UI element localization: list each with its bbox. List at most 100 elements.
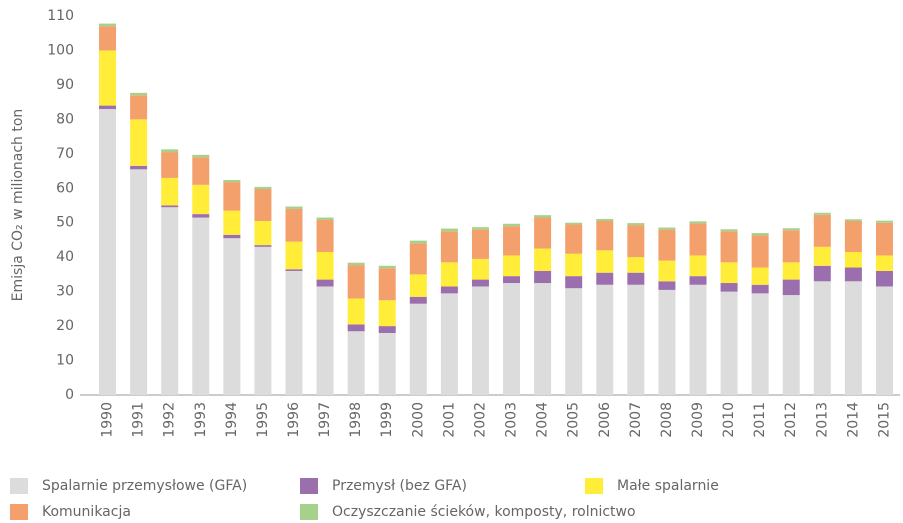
bar-segment	[99, 105, 117, 110]
x-tick-label: 2006	[597, 402, 613, 438]
bar-segment	[471, 227, 489, 230]
bar-segment	[534, 248, 552, 271]
bar-segment	[875, 255, 893, 271]
bar-segment	[565, 224, 583, 254]
bar-segment	[378, 300, 396, 327]
bar-segment	[689, 284, 707, 395]
y-tick-label: 70	[56, 146, 74, 162]
bar-segment	[689, 276, 707, 285]
bar-segment	[347, 331, 365, 395]
bar-segment	[627, 225, 645, 258]
bar-segment	[99, 23, 117, 27]
bar-segment	[440, 228, 458, 232]
x-tick-label: 1993	[193, 402, 209, 438]
bar-segment	[813, 212, 831, 215]
x-tick-label: 1992	[162, 402, 178, 438]
y-tick-label: 100	[47, 42, 74, 58]
bar-segment	[378, 265, 396, 269]
bar-segment	[347, 265, 365, 299]
bar-segment	[720, 231, 738, 263]
bar-segment	[471, 279, 489, 287]
bar-segment	[440, 286, 458, 294]
bar-segment	[254, 221, 272, 246]
bar-segment	[440, 262, 458, 287]
x-tick-label: 1995	[255, 402, 271, 438]
bar-segment	[627, 223, 645, 226]
x-tick-label: 2012	[783, 402, 799, 438]
bar-segment	[471, 286, 489, 395]
legend-label: Spalarnie przemysłowe (GFA)	[42, 478, 247, 494]
bar-segment	[689, 255, 707, 277]
bar-segment	[285, 269, 303, 271]
bar-segment	[378, 268, 396, 301]
bar-segment	[347, 262, 365, 266]
bar-segment	[254, 186, 272, 189]
bar-segment	[875, 286, 893, 395]
bar-segment	[658, 229, 676, 261]
y-tick-label: 90	[56, 77, 74, 93]
bar-segment	[316, 217, 334, 220]
bar-segment	[720, 283, 738, 292]
bar-segment	[409, 274, 427, 297]
bar-segment	[503, 283, 521, 395]
bar-segment	[316, 279, 334, 287]
bar-segment	[471, 229, 489, 259]
bar-segment	[782, 230, 800, 263]
bar-segment	[192, 154, 210, 158]
x-tick-label: 2005	[566, 402, 582, 438]
x-tick-label: 1998	[348, 402, 364, 438]
bar-segment	[565, 222, 583, 225]
x-tick-label: 2009	[690, 402, 706, 438]
y-tick-label: 0	[65, 387, 74, 403]
y-tick-label: 80	[56, 111, 74, 127]
bar-segment	[627, 284, 645, 395]
x-tick-label: 1999	[379, 402, 395, 438]
bar-segment	[596, 272, 614, 285]
bar-segment	[161, 149, 179, 153]
x-tick-label: 2011	[752, 402, 768, 438]
y-tick-label: 60	[56, 180, 74, 196]
legend-label: Małe spalarnie	[617, 478, 719, 494]
bar-segment	[130, 92, 148, 96]
y-tick-label: 50	[56, 215, 74, 231]
bar-segment	[440, 231, 458, 263]
bar-segment	[813, 214, 831, 247]
bar-segment	[720, 291, 738, 395]
bar-segment	[875, 270, 893, 287]
bar-segment	[534, 270, 552, 284]
bar-segment	[503, 276, 521, 284]
x-tick-label: 2008	[659, 402, 675, 438]
bar-segment	[844, 221, 862, 253]
bar-segment	[658, 227, 676, 230]
bar-segment	[192, 214, 210, 218]
bar-segment	[285, 270, 303, 395]
bar-segment	[534, 215, 552, 218]
bar-segment	[534, 283, 552, 395]
bar-segment	[813, 281, 831, 395]
bar-segment	[503, 226, 521, 256]
bar-segment	[565, 253, 583, 277]
bar-segment	[596, 250, 614, 273]
bar-segment	[192, 184, 210, 215]
bar-segment	[130, 169, 148, 395]
bar-segment	[471, 258, 489, 280]
bar-segment	[409, 243, 427, 275]
y-tick-label: 110	[47, 8, 74, 24]
bar-segment	[223, 210, 241, 235]
x-tick-label: 2001	[441, 402, 457, 438]
x-tick-label: 2000	[410, 402, 426, 438]
bar-segment	[720, 229, 738, 232]
bar-segment	[844, 219, 862, 222]
bar-segment	[316, 252, 334, 280]
bar-segment	[658, 289, 676, 395]
bar-segment	[596, 284, 614, 395]
legend-swatch	[300, 478, 318, 494]
bar-segment	[347, 298, 365, 325]
bar-segment	[130, 165, 148, 170]
x-tick-label: 2010	[721, 402, 737, 438]
bar-segment	[378, 332, 396, 395]
bar-segment	[658, 281, 676, 290]
bar-segment	[844, 252, 862, 268]
bar-segment	[99, 26, 117, 51]
bar-segment	[254, 188, 272, 222]
